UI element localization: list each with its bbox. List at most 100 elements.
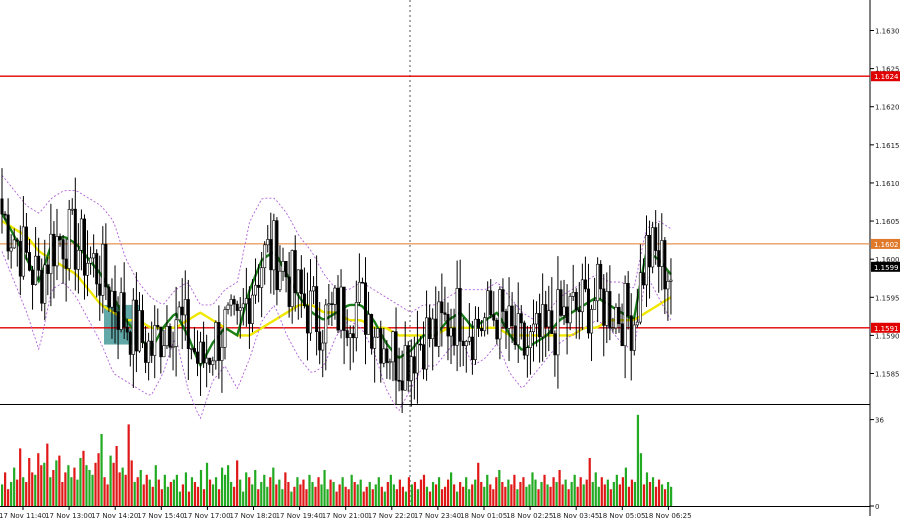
volume-bar — [190, 477, 194, 506]
candle — [333, 287, 337, 305]
volume-bar — [413, 482, 417, 506]
volume-bar — [151, 486, 154, 506]
volume-bar — [278, 479, 281, 506]
candle — [516, 313, 520, 346]
candle — [562, 306, 566, 316]
candle — [458, 288, 462, 342]
volume-bar — [100, 434, 103, 506]
volume-bar — [323, 470, 326, 506]
volume-bar — [368, 482, 371, 506]
candle — [440, 301, 444, 314]
candle — [192, 348, 196, 353]
volume-bar — [480, 482, 483, 506]
candle — [21, 226, 25, 277]
candle — [104, 243, 108, 288]
candle — [461, 340, 465, 346]
candle — [82, 218, 86, 276]
candle — [464, 341, 468, 346]
volume-bar — [329, 479, 332, 506]
candle — [260, 267, 264, 288]
volume-bar — [49, 477, 52, 506]
volume-bar — [389, 474, 392, 506]
candle — [531, 323, 535, 333]
indicator-lines — [0, 175, 672, 420]
candle — [275, 220, 279, 291]
volume-bar — [431, 482, 435, 506]
candle — [535, 313, 539, 325]
price-levels — [0, 75, 870, 329]
volume-bar — [214, 477, 218, 506]
volume-bar — [642, 484, 646, 506]
candle — [663, 240, 667, 290]
volume-bar — [16, 479, 19, 506]
volume-bar — [558, 470, 561, 506]
volume-bar — [395, 489, 398, 506]
volume-bar — [669, 486, 673, 506]
volume-bar — [615, 474, 618, 506]
volume-bar — [465, 477, 468, 506]
volume-bar — [648, 482, 652, 506]
volume-bar — [7, 489, 10, 506]
candle — [64, 258, 68, 269]
candle — [244, 298, 248, 305]
price-axis: 1.16301.16251.16201.16151.16101.16051.16… — [870, 27, 900, 511]
candle — [315, 286, 319, 333]
candle — [305, 305, 309, 334]
candle — [24, 226, 28, 253]
volume-bar — [543, 474, 546, 506]
candle — [18, 240, 22, 277]
volume-bar — [52, 470, 55, 506]
candle — [186, 299, 190, 349]
volume-bar — [91, 474, 94, 506]
candle — [52, 233, 56, 267]
volume-bar — [181, 484, 185, 506]
candle — [504, 311, 508, 329]
volume-bar — [443, 486, 447, 506]
candle — [437, 301, 441, 347]
volume-bar — [516, 489, 519, 506]
candle — [363, 282, 367, 335]
volume-bar — [573, 474, 576, 506]
candle — [498, 289, 502, 340]
volume-bar — [76, 479, 79, 506]
candle — [434, 318, 438, 347]
volume-bar — [567, 489, 570, 506]
volume-bar — [338, 484, 341, 506]
price-level-tag-label: 1.1599 — [874, 264, 899, 272]
candle — [388, 361, 392, 364]
price-tick-label: 1.1630 — [875, 27, 900, 35]
volume-bar — [450, 472, 453, 506]
volume-bar — [184, 472, 188, 506]
candle — [122, 292, 126, 328]
candle — [220, 346, 224, 361]
candle — [409, 356, 413, 381]
candle — [61, 239, 65, 260]
candle — [519, 313, 523, 324]
candle — [623, 283, 627, 347]
candle — [321, 342, 325, 351]
volume-bar — [606, 479, 609, 506]
candle — [373, 336, 377, 349]
volume-bar — [398, 479, 401, 506]
volume-bar — [383, 491, 386, 506]
volume-bar — [371, 489, 374, 506]
candle — [654, 227, 658, 251]
candle — [159, 326, 163, 358]
volume-bar — [597, 486, 600, 506]
volume-bar — [290, 491, 293, 506]
volume-bar — [380, 486, 383, 506]
volume-bar — [612, 482, 615, 506]
volume-bar — [582, 484, 585, 506]
candle — [37, 255, 41, 271]
volume-bar — [326, 489, 329, 506]
candle — [174, 319, 178, 347]
volume-bar — [257, 489, 260, 506]
volume-bar — [576, 486, 579, 506]
candle — [9, 247, 13, 252]
candle — [431, 318, 435, 340]
volume-bar — [621, 477, 624, 506]
volume-bar — [22, 477, 25, 506]
candle — [134, 299, 138, 352]
volume-bar — [223, 474, 227, 506]
